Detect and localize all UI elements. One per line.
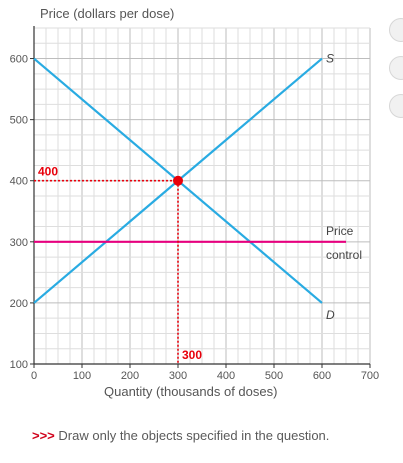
x-tick-label: 0 — [31, 370, 37, 382]
y-tick-label: 300 — [10, 237, 28, 249]
series-label-s: S — [326, 52, 334, 66]
prompt-marker: >>> — [32, 428, 55, 443]
y-tick-label: 200 — [10, 298, 28, 310]
annotation-quantity-300: 300 — [182, 348, 202, 362]
series-label-price-control-line2: control — [326, 248, 362, 262]
x-tick-label: 300 — [169, 370, 187, 382]
grid — [33, 27, 371, 365]
chart[interactable]: 0 100 200 300 400 500 600 700100200300400500600… — [0, 0, 403, 420]
x-tick-label: 200 — [121, 370, 139, 382]
y-tick-label: 600 — [10, 54, 28, 66]
series-label-price-control-line1: Price — [326, 224, 354, 238]
annotations: 400 300 — [34, 165, 202, 364]
instruction-body: Draw only the objects specified in the q… — [58, 428, 330, 443]
y-tick-label: 500 — [10, 115, 28, 127]
x-tick-label: 100 — [73, 370, 91, 382]
x-tick-label: 600 — [313, 370, 331, 382]
instruction-text: >>> Draw only the objects specified in t… — [32, 428, 329, 443]
annotation-price-400: 400 — [38, 165, 58, 179]
equilibrium-point — [173, 175, 183, 186]
x-tick-label: 400 — [217, 370, 235, 382]
x-axis-label: Quantity (thousands of doses) — [104, 384, 278, 399]
y-axis-label: Price (dollars per dose) — [40, 6, 175, 21]
series: S D Price control — [33, 52, 362, 322]
axes — [33, 26, 370, 365]
y-tick-label: 400 — [10, 176, 28, 188]
x-tick-label: 500 — [265, 370, 283, 382]
y-tick-label: 100 — [10, 359, 28, 371]
x-tick-label: 700 — [361, 370, 379, 382]
series-label-d: D — [326, 308, 335, 322]
